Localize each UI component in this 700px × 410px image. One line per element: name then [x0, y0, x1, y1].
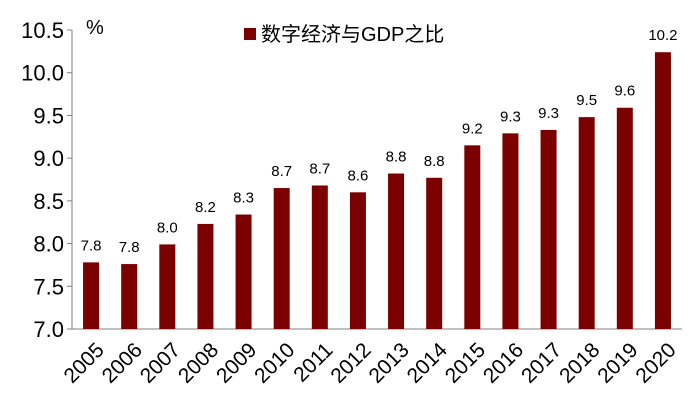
y-tick-label: 9.5: [33, 103, 64, 128]
bar: [540, 129, 557, 329]
x-tick-label: 2013: [364, 338, 413, 387]
data-label: 8.8: [386, 149, 407, 166]
data-label: 8.7: [271, 163, 292, 180]
data-labels: 7.8 7.8 8.0 8.2 8.3 8.7 8.7 8.6 8.8 8.8 9.2 9.3 9.3 9…: [81, 27, 678, 256]
x-tick-label: 2006: [98, 338, 147, 387]
x-tick-label: 2014: [403, 338, 453, 388]
y-tick-label: 9.0: [33, 146, 64, 171]
x-tick-label: 2019: [593, 338, 642, 387]
data-label: 8.2: [195, 199, 216, 216]
bar: [273, 188, 290, 329]
data-label: 8.3: [233, 190, 254, 207]
data-label: 8.0: [157, 219, 178, 236]
bar: [502, 133, 519, 329]
data-label: 9.3: [500, 108, 521, 125]
x-tick-label: 2016: [479, 338, 528, 387]
y-tick-label: 10.5: [21, 18, 64, 43]
data-label: 9.2: [462, 120, 483, 137]
y-tick-label: 10.0: [21, 61, 64, 86]
data-label: 7.8: [119, 239, 140, 256]
legend-swatch: [244, 28, 256, 40]
y-tick-label: 7.0: [33, 317, 64, 342]
x-tick-label: 2015: [441, 338, 490, 387]
bar: [235, 214, 252, 329]
data-label: 8.8: [424, 153, 445, 170]
data-label: 8.7: [309, 160, 330, 177]
x-tick-label: 2007: [136, 338, 185, 387]
bar: [426, 177, 443, 329]
bar: [159, 244, 176, 329]
bar: [197, 223, 214, 329]
x-tick-label: 2012: [326, 338, 375, 387]
legend: 数字经济与GDP之比: [244, 23, 444, 46]
bar: [83, 262, 100, 329]
legend-label: 数字经济与GDP之比: [261, 23, 444, 46]
data-label: 9.3: [538, 105, 559, 122]
bar: [654, 52, 671, 330]
x-tick-label: 2018: [555, 338, 604, 387]
x-tick-label: 2011: [289, 338, 337, 386]
bar: [616, 107, 633, 330]
y-axis: 7.0 7.5 8.0 8.5 9.0 9.5 10.0 10.5: [21, 18, 73, 342]
bar: [121, 264, 138, 329]
bar: [578, 117, 595, 329]
x-tick-label: 2005: [59, 338, 108, 387]
x-tick-label: 2008: [174, 338, 223, 387]
x-axis: 2005200620072008200920102011201220132014…: [59, 328, 682, 388]
bar: [349, 192, 366, 329]
x-tick-label: 2010: [250, 338, 299, 387]
bars: [83, 52, 671, 330]
data-label: 9.6: [614, 83, 635, 100]
y-tick-label: 7.5: [33, 274, 64, 299]
bar: [464, 145, 481, 329]
data-label: 10.2: [648, 27, 677, 44]
y-tick-label: 8.0: [33, 232, 64, 257]
data-label: 7.8: [81, 237, 102, 254]
data-label: 8.6: [348, 167, 369, 184]
x-tick-label: 2020: [631, 338, 680, 387]
x-tick-label: 2009: [212, 338, 261, 387]
y-tick-label: 8.5: [33, 189, 64, 214]
bar: [311, 185, 328, 329]
y-unit-label: %: [86, 17, 104, 39]
data-label: 9.5: [576, 92, 597, 109]
x-tick-label: 2017: [517, 338, 566, 387]
bar: [388, 173, 405, 329]
